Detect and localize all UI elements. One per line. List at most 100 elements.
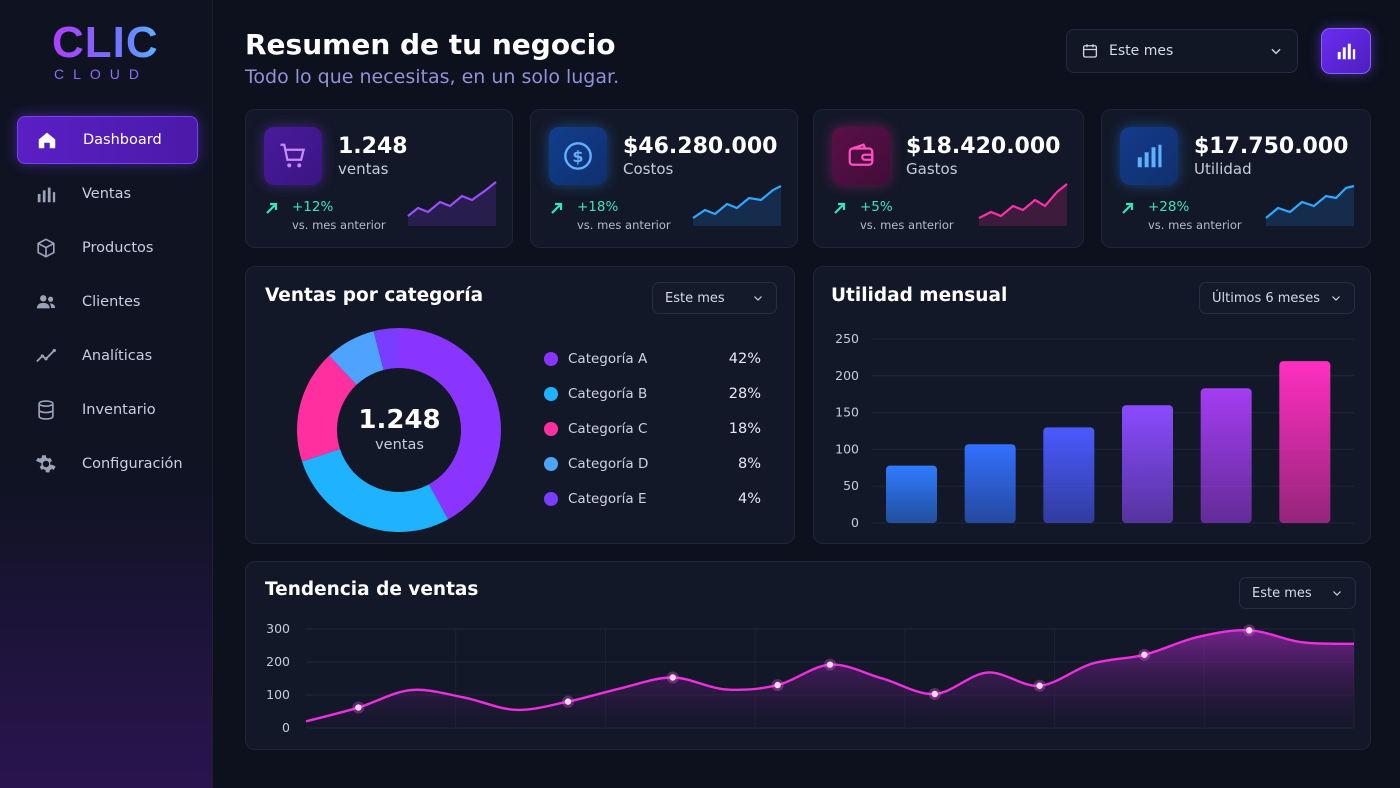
category-filter-select[interactable]: Este mes	[652, 282, 777, 314]
gear-icon	[36, 455, 56, 473]
area-fill	[306, 630, 1354, 728]
sidebar-item-label: Inventario	[82, 402, 156, 418]
legend-swatch	[544, 352, 558, 366]
donut-slice	[301, 449, 449, 532]
bar-chart-icon	[1137, 144, 1162, 168]
kpi-label: Utilidad	[1194, 160, 1252, 178]
y-tick-label: 100	[835, 441, 859, 456]
y-tick-label: 100	[266, 687, 290, 702]
sidebar-item-label: Analíticas	[82, 348, 153, 364]
sidebar: CLIC CLOUD Dashboard Ventas Productos Cl…	[0, 0, 213, 788]
data-point	[564, 698, 572, 705]
chevron-down-icon	[1271, 48, 1281, 55]
kpi-label: Gastos	[906, 160, 958, 178]
kpi-icon-box	[1120, 127, 1178, 185]
sidebar-item-dashboard[interactable]: Dashboard	[17, 116, 198, 164]
data-point	[669, 674, 676, 681]
trend-filter-select[interactable]: Este mes	[1239, 577, 1356, 609]
page-title: Resumen de tu negocio	[245, 28, 616, 61]
date-filter-select[interactable]: Este mes	[1066, 29, 1298, 73]
bar	[1279, 361, 1331, 523]
y-tick-label: 50	[843, 478, 859, 493]
y-tick-label: 0	[282, 720, 290, 735]
sidebar-item-productos[interactable]: Productos	[17, 224, 198, 272]
legend-label: Categoría D	[568, 456, 649, 472]
donut-center-value: 1.248	[358, 405, 441, 435]
users-icon	[36, 295, 56, 309]
data-point	[931, 690, 938, 698]
legend-label: Categoría C	[568, 421, 648, 437]
kpi-sparkline	[1265, 184, 1355, 226]
kpi-icon-box	[264, 127, 322, 185]
kpi-card-ventas[interactable]: 1.248 ventas +12% vs. mes anterior	[245, 109, 513, 248]
sidebar-item-label: Ventas	[82, 186, 132, 202]
donut-slice	[399, 328, 502, 520]
bar-chart-icon	[1337, 43, 1356, 60]
legend-swatch	[544, 457, 558, 471]
home-icon	[38, 132, 56, 149]
legend-item: Categoría B 28%	[544, 384, 761, 404]
chevron-down-icon	[1333, 591, 1341, 596]
brand-logo[interactable]: CLIC CLOUD	[52, 21, 172, 83]
y-tick-label: 200	[835, 368, 859, 383]
y-tick-label: 250	[835, 331, 859, 346]
trend-up-icon	[551, 202, 563, 214]
kpi-card-utilidad[interactable]: $17.750.000 Utilidad +28% vs. mes anteri…	[1101, 109, 1371, 248]
bar-chart: 0 50 100 150 200 250	[835, 331, 1354, 530]
donut-slice	[329, 331, 384, 385]
sidebar-item-analiticas[interactable]: Analíticas	[17, 332, 198, 380]
bar	[886, 465, 937, 523]
data-point	[355, 704, 362, 711]
trend-line-icon	[36, 348, 56, 363]
bar	[1200, 388, 1252, 523]
sidebar-item-clientes[interactable]: Clientes	[17, 278, 198, 326]
legend-item: Categoría D 8%	[544, 454, 761, 474]
period-filter-select[interactable]: Últimos 6 meses	[1199, 282, 1355, 314]
ventas-categoria-panel: Ventas por categoría Este mes 1.248 vent…	[245, 266, 795, 544]
legend-value: 18%	[728, 421, 761, 437]
line-chart: 0 100 200 300	[266, 621, 1355, 735]
kpi-card-gastos[interactable]: $18.420.000 Gastos +5% vs. mes anterior	[813, 109, 1084, 248]
panel-title: Ventas por categoría	[265, 285, 484, 306]
kpi-icon-box	[832, 127, 890, 185]
sidebar-item-inventario[interactable]: Inventario	[17, 386, 198, 434]
kpi-change: +28%	[1148, 199, 1190, 215]
kpi-compare: vs. mes anterior	[292, 218, 386, 232]
donut-chart	[297, 328, 502, 532]
sidebar-item-ventas[interactable]: Ventas	[17, 170, 198, 218]
kpi-label: Costos	[623, 160, 674, 178]
legend-swatch	[544, 387, 558, 401]
bar-chart-icon	[37, 187, 56, 203]
donut-slice	[373, 328, 399, 370]
y-tick-label: 200	[266, 654, 290, 669]
bar	[1122, 405, 1173, 523]
filter-value: Este mes	[665, 290, 725, 306]
reports-button[interactable]	[1321, 28, 1371, 74]
kpi-icon-box: $	[549, 127, 607, 185]
kpi-compare: vs. mes anterior	[1148, 218, 1242, 232]
legend-value: 42%	[728, 351, 761, 367]
kpi-card-costos[interactable]: $ $46.280.000 Costos +18% vs. mes anteri…	[530, 109, 798, 248]
legend-swatch	[544, 422, 558, 436]
legend-item: Categoría A 42%	[544, 349, 761, 369]
sidebar-item-configuracion[interactable]: Configuración	[17, 440, 198, 488]
legend-item: Categoría C 18%	[544, 419, 761, 439]
kpi-value: 1.248	[338, 134, 408, 159]
kpi-compare: vs. mes anterior	[860, 218, 954, 232]
kpi-label: ventas	[338, 160, 389, 178]
trend-up-icon	[266, 202, 278, 214]
sidebar-item-label: Dashboard	[83, 132, 162, 148]
kpi-sparkline	[692, 185, 782, 226]
kpi-value: $46.280.000	[623, 134, 778, 159]
dollar-icon: $	[564, 142, 592, 170]
filter-value: Este mes	[1252, 585, 1312, 601]
legend-label: Categoría B	[568, 386, 648, 402]
wallet-icon	[848, 143, 874, 166]
trend-up-icon	[834, 202, 846, 214]
brand-tagline: CLOUD	[54, 66, 149, 82]
panel-title: Tendencia de ventas	[265, 579, 479, 600]
utilidad-mensual-panel: Utilidad mensual Últimos 6 meses 0 50 100 1…	[813, 266, 1371, 544]
sidebar-item-label: Clientes	[82, 294, 141, 310]
kpi-change: +12%	[292, 199, 334, 215]
data-point	[1141, 651, 1148, 658]
